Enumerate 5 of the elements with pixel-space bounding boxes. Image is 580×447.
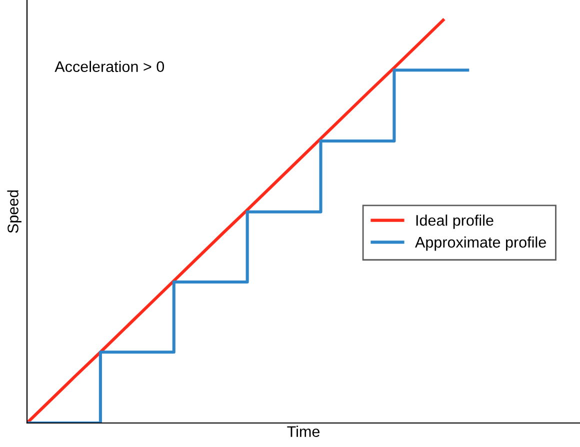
y-axis-title: Speed <box>7 190 22 233</box>
x-axis-title: Time <box>287 426 320 437</box>
annotation: Acceleration > 0 <box>54 60 164 72</box>
legend-label: Approximate profile <box>415 236 546 251</box>
legend-label: Ideal profile <box>416 214 494 229</box>
